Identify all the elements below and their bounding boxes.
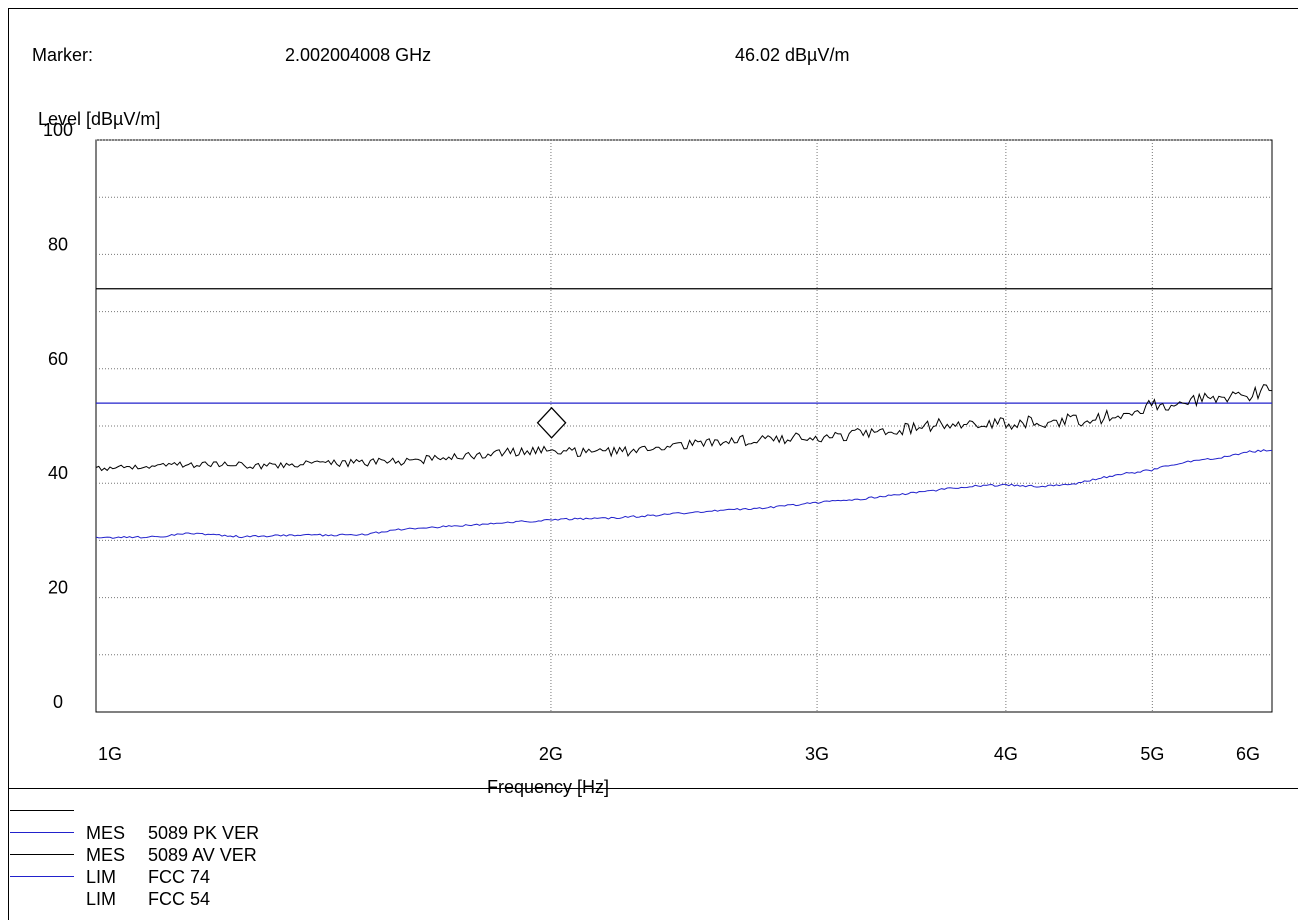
legend-name-1: 5089 PK VER — [148, 823, 260, 843]
series-line-av — [95, 449, 1273, 539]
y-axis-label: Level [dBµV/m] — [38, 109, 161, 129]
x-tick-label: 4G — [994, 744, 1018, 764]
legend-prefix-2: MES — [86, 845, 126, 865]
marker-label: Marker: — [32, 45, 94, 65]
x-tick-label: 1G — [98, 744, 122, 764]
legend-prefix-1: MES — [86, 823, 126, 843]
legend-name-3: FCC 74 — [148, 867, 211, 887]
marker-frequency: 2.002004008 GHz — [285, 45, 432, 65]
legend-prefix-4: LIM — [86, 889, 117, 909]
x-tick-label: 3G — [805, 744, 829, 764]
series-line-pk — [95, 384, 1273, 472]
y-tick-label: 60 — [48, 349, 68, 369]
x-tick-label: 5G — [1140, 744, 1164, 764]
x-tick-label: 2G — [539, 744, 563, 764]
marker-level: 46.02 dBµV/m — [735, 45, 850, 65]
x-tick-label: 6G — [1236, 744, 1260, 764]
legend-name-4: FCC 54 — [148, 889, 211, 909]
legend-line-0 — [10, 810, 74, 811]
legend-line-2 — [10, 854, 74, 855]
legend-line-3 — [10, 876, 74, 877]
y-tick-label: 40 — [48, 463, 68, 483]
y-tick-label: 80 — [48, 234, 68, 254]
legend-line-1 — [10, 832, 74, 833]
y-tick-label: 20 — [48, 578, 68, 598]
legend-name-2: 5089 AV VER — [148, 845, 257, 865]
y-tick-label: 0 — [53, 692, 63, 712]
x-axis-label: Frequency [Hz] — [487, 777, 610, 797]
y-tick-label: 100 — [43, 120, 73, 140]
legend-prefix-3: LIM — [86, 867, 117, 887]
marker-diamond — [536, 406, 567, 439]
chart-frame — [8, 8, 1298, 920]
legend-divider — [8, 788, 1298, 789]
